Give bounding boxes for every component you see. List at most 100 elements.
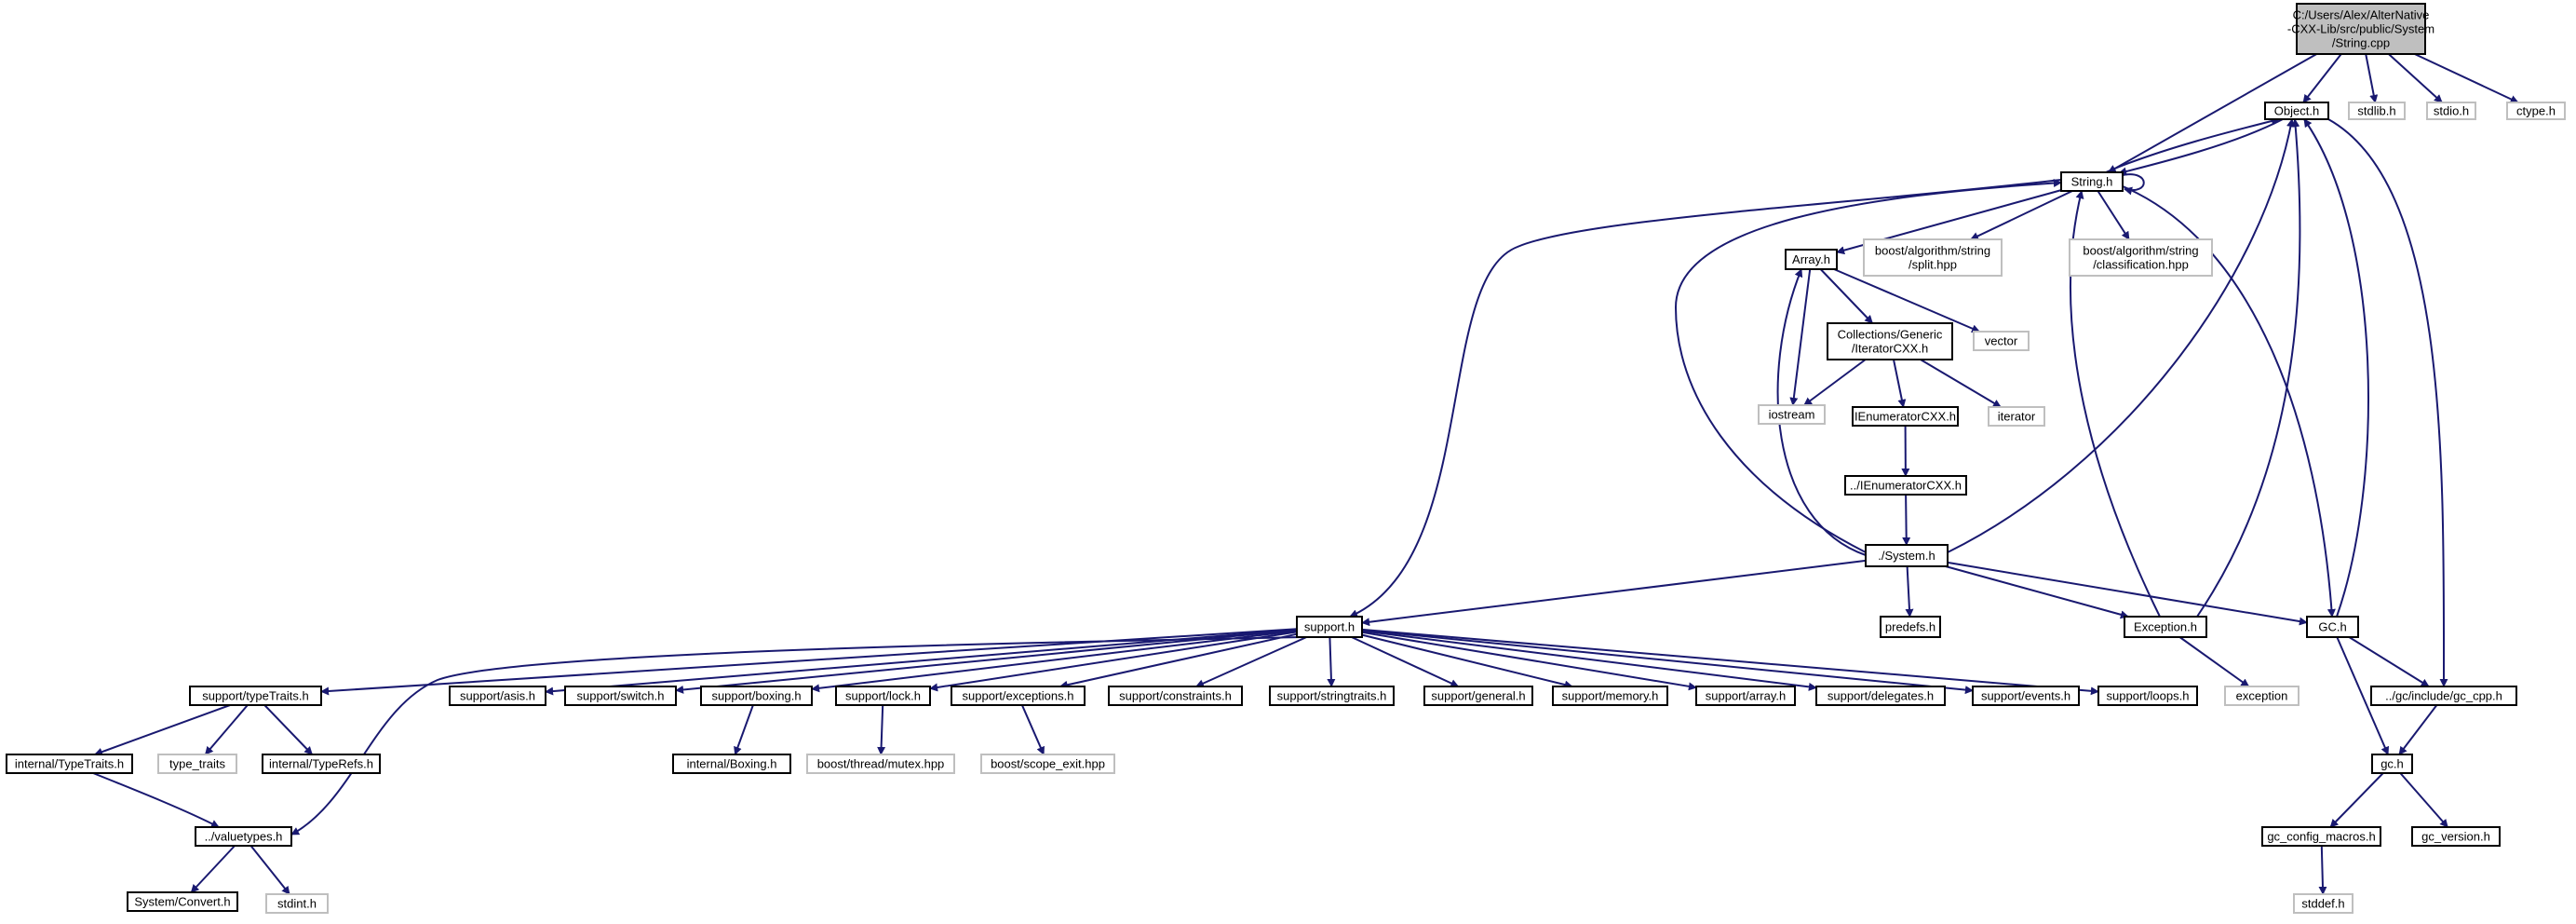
node-label: boost/algorithm/string	[2083, 244, 2198, 258]
node-lock_h[interactable]: support/lock.h	[835, 686, 931, 706]
edge-string_h-to-object_h	[2105, 116, 2280, 173]
node-label: boost/thread/mutex.hpp	[817, 757, 945, 771]
node-box	[1423, 686, 1533, 706]
edge-exceptions_h-to-boost_scope_exit	[1020, 704, 1045, 755]
node-ctype_h: ctype.h	[2506, 102, 2566, 120]
edge-gc_h-to-gc_config_h	[2329, 772, 2384, 828]
node-box	[189, 686, 322, 706]
node-sys_convert_h[interactable]: System/Convert.h	[127, 891, 238, 912]
node-label: exception	[2236, 689, 2288, 703]
node-box	[806, 754, 955, 774]
node-iterator_cxx[interactable]: Collections/Generic/IteratorCXX.h	[1827, 322, 1953, 360]
node-box	[700, 686, 813, 706]
node-box	[2224, 686, 2300, 706]
node-asis_h[interactable]: support/asis.h	[449, 686, 546, 706]
nodes-layer: C:/Users/Alex/AlterNative-CXX-Lib/src/pu…	[6, 3, 2566, 914]
node-gc_h[interactable]: gc.h	[2371, 754, 2413, 774]
node-exception_h[interactable]: Exception.h	[2124, 616, 2207, 638]
edge-gc_h_big-to-gc_cpp_h	[2348, 636, 2430, 687]
node-sarray_h[interactable]: support/array.h	[1695, 686, 1796, 706]
node-switch_h[interactable]: support/switch.h	[564, 686, 677, 706]
node-gc_version_h[interactable]: gc_version.h	[2411, 826, 2501, 847]
edge-string_h-to-support_h	[1349, 179, 2062, 618]
node-gc_h_big[interactable]: GC.h	[2306, 616, 2359, 638]
node-constraints_h[interactable]: support/constraints.h	[1108, 686, 1243, 706]
node-label: support/lock.h	[845, 689, 921, 703]
node-box	[2124, 616, 2207, 638]
node-valuetypes_h[interactable]: ../valuetypes.h	[195, 826, 292, 847]
node-box	[1695, 686, 1796, 706]
edge-gc_config_h-to-stddef_h	[2318, 845, 2327, 895]
edge-valuetypes_h-to-stdint_h	[250, 845, 290, 895]
edge-object_h-to-gc_cpp_h	[2327, 118, 2448, 687]
node-label: gc_version.h	[2421, 830, 2490, 844]
node-label: boost/algorithm/string	[1875, 244, 1990, 258]
node-int_typetraits_h[interactable]: internal/TypeTraits.h	[6, 754, 133, 774]
node-label: support/switch.h	[577, 689, 665, 703]
node-boxing_h[interactable]: support/boxing.h	[700, 686, 813, 706]
node-exceptions_h[interactable]: support/exceptions.h	[951, 686, 1086, 706]
edge-string_h-to-boost_class	[2097, 190, 2130, 240]
node-box	[980, 754, 1115, 774]
node-delegates_h[interactable]: support/delegates.h	[1815, 686, 1946, 706]
edge-string_h-to-boost_split	[1970, 190, 2073, 240]
node-stdint_h: stdint.h	[265, 893, 329, 914]
node-loops_h[interactable]: support/loops.h	[2097, 686, 2198, 706]
node-label: support/events.h	[1981, 689, 2070, 703]
edge-exception_h-to-object_h	[2196, 118, 2301, 618]
node-system_h[interactable]: ./System.h	[1865, 544, 1949, 567]
node-box	[1852, 406, 1959, 427]
edge-typetraits_h-to-type_traits	[204, 704, 249, 755]
node-memory_h[interactable]: support/memory.h	[1552, 686, 1668, 706]
node-label: support/typeTraits.h	[202, 689, 308, 703]
node-type_traits: type_traits	[157, 754, 237, 774]
node-label: support/delegates.h	[1827, 689, 1934, 703]
node-box	[1827, 322, 1953, 360]
node-label: ../gc/include/gc_cpp.h	[2385, 689, 2502, 703]
node-int_typerefs_h[interactable]: internal/TypeRefs.h	[262, 754, 381, 774]
edge-string_h-to-gc_h_big	[2122, 185, 2336, 618]
node-label: IEnumeratorCXX.h	[1854, 410, 1956, 424]
edge-lock_h-to-boost_mutex	[877, 704, 886, 755]
node-array_h[interactable]: Array.h	[1785, 249, 1838, 270]
edge-root-to-ctype_h	[2414, 53, 2519, 103]
node-boost_class: boost/algorithm/string/classification.hp…	[2069, 238, 2213, 277]
node-label: String.h	[2071, 175, 2113, 189]
node-root[interactable]: C:/Users/Alex/AlterNative-CXX-Lib/src/pu…	[2287, 3, 2434, 55]
node-box	[2370, 686, 2517, 706]
edge-iterator_cxx-to-iterator	[1920, 359, 2002, 408]
node-box	[449, 686, 546, 706]
edge-array_h-to-vector	[1833, 268, 1981, 333]
node-int_boxing_h[interactable]: internal/Boxing.h	[672, 754, 791, 774]
node-predefs_h[interactable]: predefs.h	[1880, 616, 1941, 638]
node-box	[2264, 102, 2329, 120]
edge-gc_h_big-to-object_h	[2303, 118, 2369, 618]
edge-system_h-to-predefs_h	[1905, 565, 1914, 618]
node-object_h[interactable]: Object.h	[2264, 102, 2329, 120]
node-box	[1785, 249, 1838, 270]
node-label: internal/Boxing.h	[687, 757, 777, 771]
node-label: internal/TypeTraits.h	[15, 757, 124, 771]
node-box	[2097, 686, 2198, 706]
node-events_h[interactable]: support/events.h	[1972, 686, 2080, 706]
node-label: iostream	[1769, 408, 1815, 422]
node-label: internal/TypeRefs.h	[269, 757, 373, 771]
node-typetraits_h[interactable]: support/typeTraits.h	[189, 686, 322, 706]
node-ienum_up[interactable]: ../IEnumeratorCXX.h	[1844, 475, 1967, 496]
node-label: GC.h	[2318, 620, 2346, 634]
edge-support_h-to-lock_h	[929, 631, 1298, 692]
node-box	[262, 754, 381, 774]
edge-root-to-object_h	[2302, 53, 2342, 103]
node-support_h[interactable]: support.h	[1296, 616, 1363, 638]
node-stringtraits_h[interactable]: support/stringtraits.h	[1269, 686, 1395, 706]
node-string_h[interactable]: String.h	[2060, 171, 2124, 192]
node-gc_cpp_h[interactable]: ../gc/include/gc_cpp.h	[2370, 686, 2517, 706]
edge-gc_h-to-gc_version_h	[2399, 772, 2448, 828]
edge-system_h-to-gc_h_big	[1947, 561, 2308, 626]
node-label: support/memory.h	[1562, 689, 1659, 703]
node-gc_config_h[interactable]: gc_config_macros.h	[2261, 826, 2381, 847]
node-label: support/loops.h	[2107, 689, 2190, 703]
node-label: support.h	[1304, 620, 1355, 634]
node-general_h[interactable]: support/general.h	[1423, 686, 1533, 706]
node-ienum_cxx[interactable]: IEnumeratorCXX.h	[1852, 406, 1959, 427]
